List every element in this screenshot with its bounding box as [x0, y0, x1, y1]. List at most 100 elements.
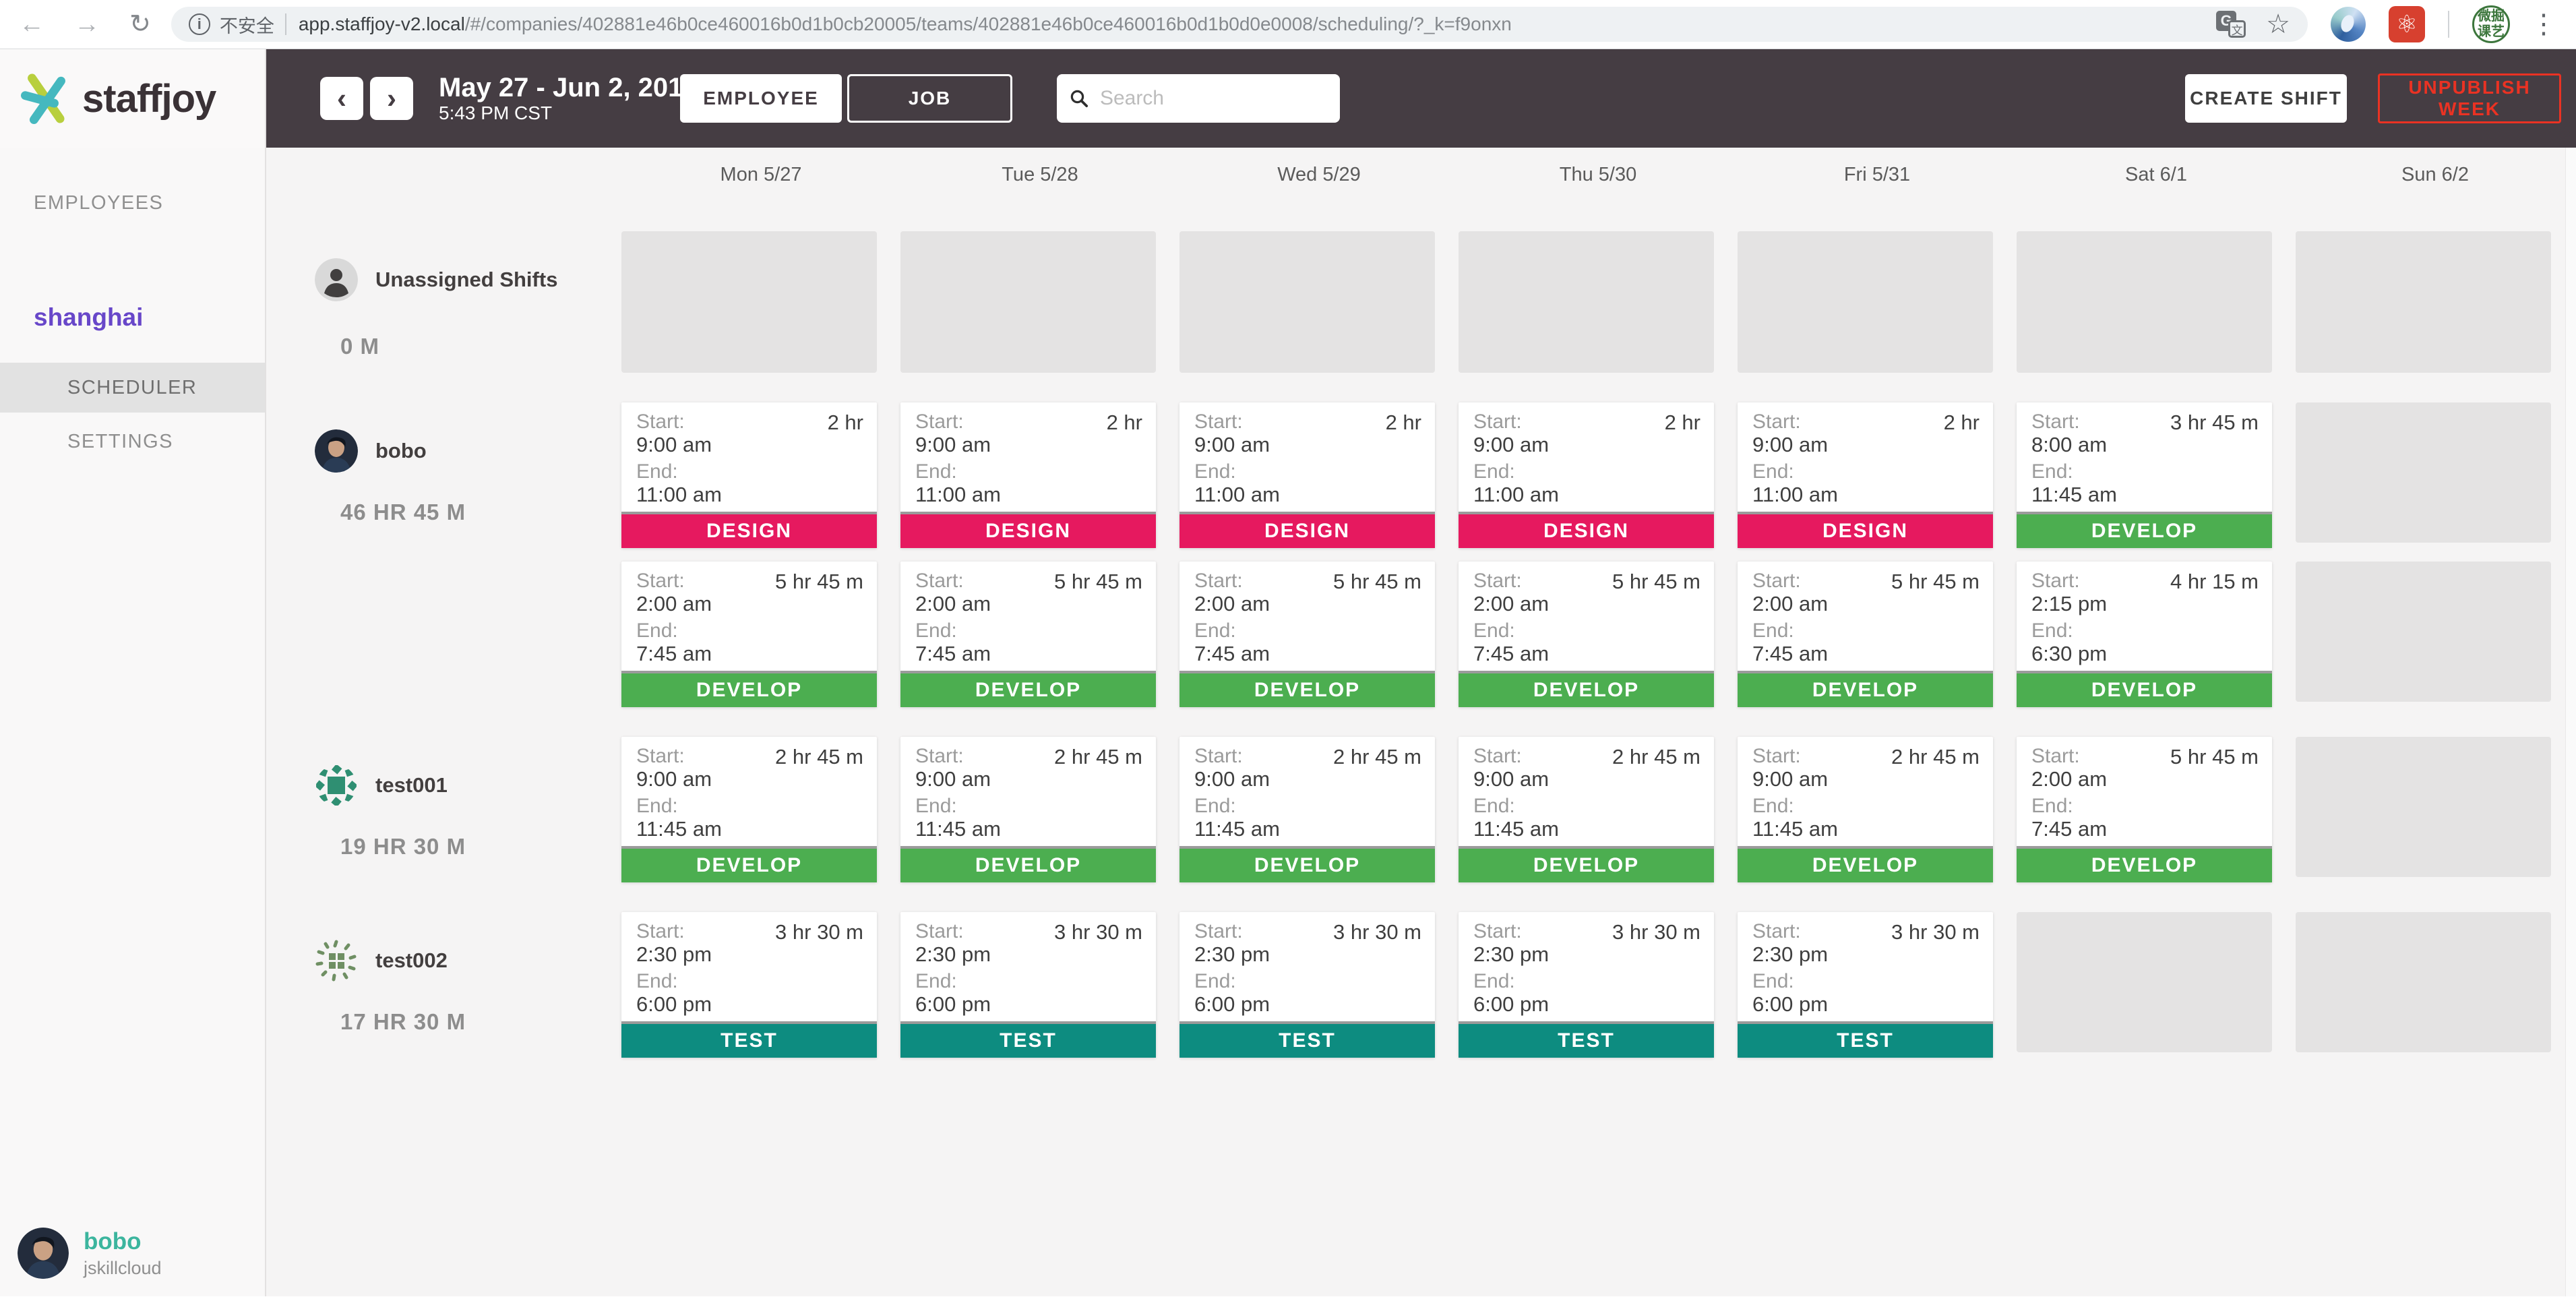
logo-text: staffjoy [82, 76, 216, 121]
search-input[interactable] [1099, 87, 1328, 110]
sidebar-item-employees[interactable]: EMPLOYEES [34, 192, 164, 214]
refresh-icon[interactable]: ↻ [129, 10, 151, 38]
empty-shift-slot [2296, 402, 2551, 543]
start-time: 9:00 am [1473, 767, 1550, 791]
shift-card[interactable]: Start: 8:00 am End: 11:45 am 3 hr 45 m DEVELO… [2017, 402, 2272, 548]
unpublish-week-button[interactable]: UNPUBLISH WEEK [2378, 73, 2561, 123]
shift-card[interactable]: Start: 9:00 am End: 11:00 am 2 hr DESIGN [621, 402, 877, 548]
shift-times: Start: 9:00 am End: 11:45 am 2 hr 45 m [621, 737, 877, 846]
shift-card[interactable]: Start: 9:00 am End: 11:45 am 2 hr 45 m DEVELO… [1738, 737, 1993, 882]
shift-duration: 3 hr 45 m [2170, 411, 2259, 434]
shift-card[interactable]: Start: 2:30 pm End: 6:00 pm 3 hr 30 m TEST [900, 912, 1156, 1058]
shift-card[interactable]: Start: 2:00 am End: 7:45 am 5 hr 45 m DEVELOP [1459, 562, 1714, 707]
shift-card[interactable]: Start: 2:30 pm End: 6:00 pm 3 hr 30 m TEST [621, 912, 877, 1058]
shift-card[interactable]: Start: 2:15 pm End: 6:30 pm 4 hr 15 m DEVELOP [2017, 562, 2272, 707]
end-label: End: [2031, 460, 2073, 483]
prev-week-button[interactable]: ‹ [320, 77, 363, 120]
start-label: Start: [915, 570, 964, 592]
shift-card[interactable]: Start: 9:00 am End: 11:45 am 2 hr 45 m DEVELO… [621, 737, 877, 882]
shift-card[interactable]: Start: 2:30 pm End: 6:00 pm 3 hr 30 m TEST [1459, 912, 1714, 1058]
shift-job-badge: DEVELOP [1179, 846, 1435, 882]
schedule-row: Unassigned Shifts 0 M [266, 231, 2576, 373]
toggle-employee-view[interactable]: EMPLOYEE [680, 74, 842, 123]
extension-atom-icon[interactable]: ⚛ [2389, 6, 2425, 42]
start-label: Start: [1473, 745, 1522, 767]
end-label: End: [1752, 460, 1794, 483]
shift-card[interactable]: Start: 2:00 am End: 7:45 am 5 hr 45 m DEVELOP [1179, 562, 1435, 707]
end-time: 6:30 pm [2031, 642, 2108, 665]
day-cell [2296, 231, 2575, 373]
start-time: 2:00 am [636, 592, 712, 615]
start-label: Start: [1473, 920, 1522, 942]
shift-card[interactable]: Start: 2:00 am End: 7:45 am 5 hr 45 m DEVELOP [900, 562, 1156, 707]
create-shift-button[interactable]: CREATE SHIFT [2185, 74, 2347, 123]
back-icon[interactable]: ← [19, 10, 44, 38]
shift-card[interactable]: Start: 9:00 am End: 11:00 am 2 hr DESIGN [900, 402, 1156, 548]
shift-job-badge: DEVELOP [621, 846, 877, 882]
sidebar-item-settings[interactable]: SETTINGS [67, 431, 174, 452]
scrollbar-track[interactable] [2565, 148, 2576, 1296]
sidebar-team-name[interactable]: shanghai [34, 303, 144, 331]
start-time: 2:00 am [1752, 592, 1829, 615]
shift-times: Start: 2:00 am End: 7:45 am 5 hr 45 m [1738, 562, 1993, 671]
shift-job-badge: TEST [1738, 1021, 1993, 1058]
shift-duration: 3 hr 30 m [1333, 920, 1421, 944]
start-label: Start: [1752, 745, 1801, 767]
row-total-hours: 19 HR 30 M [340, 834, 466, 859]
day-header: Fri 5/31 [1843, 163, 1911, 185]
sidebar-item-scheduler[interactable]: SCHEDULER [0, 363, 265, 413]
end-time: 11:45 am [1194, 817, 1280, 841]
start-label: Start: [636, 411, 685, 433]
toggle-job-view[interactable]: JOB [847, 74, 1012, 123]
day-cell: Start: 2:30 pm End: 6:00 pm 3 hr 30 m TEST [900, 912, 1179, 1058]
shift-job-badge: DEVELOP [621, 671, 877, 707]
shift-job-badge: DESIGN [1179, 512, 1435, 548]
extension-blue-icon[interactable] [2331, 7, 2366, 42]
current-user[interactable]: bobo jskillcloud [18, 1228, 162, 1279]
shift-card[interactable]: Start: 2:00 am End: 7:45 am 5 hr 45 m DEVELOP [621, 562, 877, 707]
schedule-rows: Unassigned Shifts 0 M bobo 46 HR 45 M Start:… [266, 231, 2576, 1058]
shift-card[interactable]: Start: 9:00 am End: 11:00 am 2 hr DESIGN [1459, 402, 1714, 548]
forward-icon[interactable]: → [74, 10, 100, 38]
extension-chinese-icon[interactable]: 微掘课艺 [2472, 5, 2510, 43]
start-time: 9:00 am [915, 767, 991, 791]
shift-card[interactable]: Start: 2:00 am End: 7:45 am 5 hr 45 m DEVELOP [2017, 737, 2272, 882]
shift-job-badge: DEVELOP [1179, 671, 1435, 707]
end-label: End: [1473, 795, 1515, 817]
start-label: Start: [1194, 745, 1243, 767]
next-week-button[interactable]: › [370, 77, 413, 120]
end-label: End: [915, 620, 957, 642]
end-label: End: [1752, 795, 1794, 817]
shift-times: Start: 2:30 pm End: 6:00 pm 3 hr 30 m [1179, 912, 1435, 1021]
empty-shift-slot [1459, 231, 1714, 373]
shift-card[interactable]: Start: 9:00 am End: 11:00 am 2 hr DESIGN [1179, 402, 1435, 548]
end-time: 11:00 am [1473, 483, 1559, 506]
row-member-name: test001 [375, 773, 448, 797]
bookmark-star-icon[interactable]: ☆ [2266, 9, 2290, 39]
end-time: 11:45 am [636, 817, 722, 841]
search-box[interactable] [1057, 74, 1340, 123]
shift-job-badge: DEVELOP [2017, 671, 2272, 707]
day-cell: Start: 9:00 am End: 11:00 am 2 hr DESIGN [900, 402, 1179, 548]
shift-card[interactable]: Start: 9:00 am End: 11:00 am 2 hr DESIGN [1738, 402, 1993, 548]
address-bar[interactable]: i 不安全 app.staffjoy-v2.local/#/companies/… [171, 7, 2308, 42]
staffjoy-logo[interactable]: staffjoy [0, 49, 265, 148]
security-label: 不安全 [219, 16, 274, 36]
site-info-icon[interactable]: i [188, 13, 210, 35]
shift-card[interactable]: Start: 9:00 am End: 11:45 am 2 hr 45 m DEVELO… [1179, 737, 1435, 882]
browser-menu-icon[interactable]: ⋮ [2530, 9, 2557, 39]
shift-card[interactable]: Start: 9:00 am End: 11:45 am 2 hr 45 m DEVELO… [1459, 737, 1714, 882]
shift-card[interactable]: Start: 2:00 am End: 7:45 am 5 hr 45 m DEVELOP [1738, 562, 1993, 707]
translate-icon[interactable]: G 文 [2216, 11, 2246, 38]
shift-card[interactable]: Start: 9:00 am End: 11:45 am 2 hr 45 m DEVELO… [900, 737, 1156, 882]
shift-job-badge: DEVELOP [2017, 846, 2272, 882]
row-label: bobo 46 HR 45 M [266, 402, 621, 707]
shift-times: Start: 9:00 am End: 11:45 am 2 hr 45 m [1738, 737, 1993, 846]
start-time: 8:00 am [2031, 433, 2108, 456]
shift-card[interactable]: Start: 2:30 pm End: 6:00 pm 3 hr 30 m TEST [1179, 912, 1435, 1058]
shift-card[interactable]: Start: 2:30 pm End: 6:00 pm 3 hr 30 m TEST [1738, 912, 1993, 1058]
end-label: End: [636, 620, 678, 642]
row-member-name: Unassigned Shifts [375, 268, 558, 291]
empty-shift-slot [2017, 912, 2272, 1052]
schedule-row: bobo 46 HR 45 M Start: 9:00 am End: 11:00 am 2… [266, 402, 2576, 707]
